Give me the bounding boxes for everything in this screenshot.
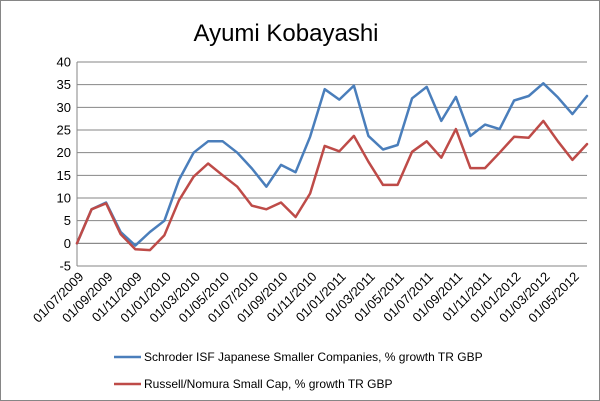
y-tick-label: 25 [57,123,71,138]
y-tick-label: 5 [64,213,71,228]
x-axis-tick-labels: 01/07/200901/09/200901/11/200901/01/2010… [30,269,582,326]
series-lines [75,82,589,252]
chart-title: Ayumi Kobayashi [194,20,379,47]
y-tick-label: 35 [57,77,71,92]
y-tick-label: 15 [57,168,71,183]
legend: Schroder ISF Japanese Smaller Companies,… [114,350,483,391]
y-tick-label: 40 [57,55,71,70]
legend-label-1: Schroder ISF Japanese Smaller Companies,… [144,350,483,364]
y-axis-tick-labels: -5 0 5 10 15 20 25 30 35 40 [57,55,71,274]
y-tick-label: 10 [57,191,71,206]
axes [76,62,587,266]
gridlines [77,61,587,267]
y-tick-label: 0 [64,236,71,251]
y-tick-label: 20 [57,145,71,160]
y-tick-label: 30 [57,100,71,115]
y-tick-label: -5 [59,259,71,274]
series-line-1 [75,82,589,247]
legend-label-2: Russell/Nomura Small Cap, % growth TR GB… [144,377,393,391]
series-line-2 [75,119,589,252]
